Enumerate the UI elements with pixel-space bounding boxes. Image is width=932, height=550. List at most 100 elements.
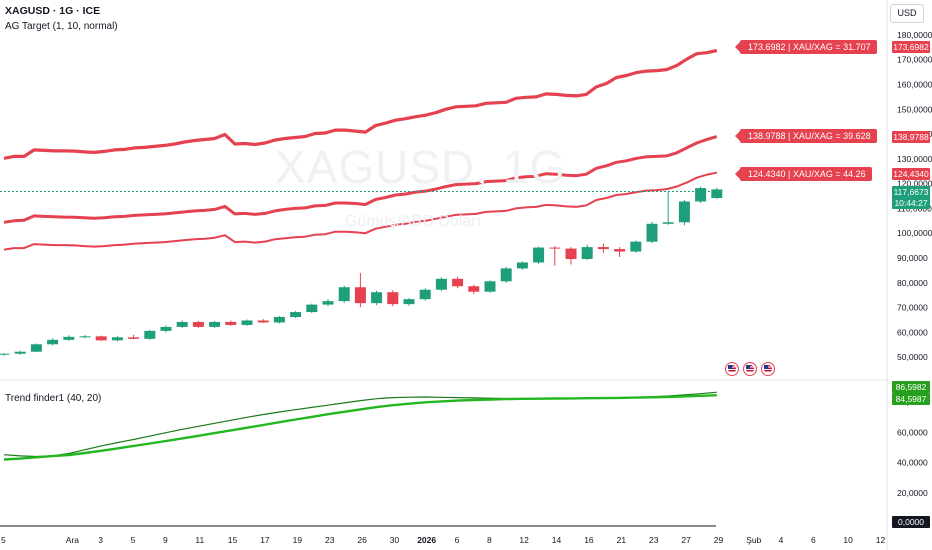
candle-body — [63, 336, 75, 340]
x-tick-label: 30 — [390, 535, 400, 545]
candle-body — [403, 299, 415, 305]
x-tick-label: 12 — [876, 535, 886, 545]
sub-axis-top: 86,5982 — [892, 381, 930, 393]
last-price-value: 117,6673 — [893, 187, 929, 197]
y-tick-label: 120,0000 — [897, 179, 932, 189]
x-tick-label: 10 — [843, 535, 853, 545]
us-flag-icon[interactable] — [725, 362, 739, 376]
target-label-3: 124.4340 | XAU/XAG = 44.26 — [735, 167, 872, 181]
candle-body — [111, 337, 123, 341]
candle-body — [581, 247, 593, 259]
y-tick-label: 80,0000 — [897, 278, 928, 288]
axis-target-1: 173,6982 — [892, 41, 930, 53]
y-tick-label: 50,0000 — [897, 352, 928, 362]
x-tick-label: 12 — [519, 535, 529, 545]
candle-body — [14, 351, 26, 354]
candle-body — [322, 301, 334, 305]
candle-body — [371, 292, 383, 304]
x-tick-label: 8 — [487, 535, 492, 545]
candle-body — [290, 312, 302, 318]
candle-body — [354, 287, 366, 304]
x-tick-label: 5 — [131, 535, 136, 545]
indicator-main-label[interactable]: AG Target (1, 10, normal) — [5, 21, 118, 32]
trend-finder-line-2 — [3, 394, 717, 461]
candle-body — [160, 326, 172, 331]
x-tick-label: 6 — [811, 535, 816, 545]
x-tick-label: 4 — [779, 535, 784, 545]
sub-y-tick-label: 60,0000 — [897, 427, 928, 437]
y-tick-label: 60,0000 — [897, 327, 928, 337]
candle-body — [678, 201, 690, 223]
candle-body — [419, 289, 431, 300]
y-tick-label: 100,0000 — [897, 228, 932, 238]
y-tick-label: 170,0000 — [897, 55, 932, 65]
x-tick-label: 2026 — [417, 535, 436, 545]
candle-body — [273, 317, 285, 323]
candle-body — [192, 321, 204, 327]
candle-body — [484, 281, 496, 292]
axes — [0, 0, 888, 550]
trend-finder-line-1 — [3, 391, 717, 458]
target-label-2: 138.9788 | XAU/XAG = 39.628 — [735, 129, 877, 143]
candle-body — [516, 262, 528, 269]
x-tick-label: 14 — [552, 535, 562, 545]
y-tick-label: 70,0000 — [897, 303, 928, 313]
us-flag-icon[interactable] — [743, 362, 757, 376]
currency-button[interactable]: USD — [890, 4, 924, 23]
x-tick-label: 17 — [260, 535, 270, 545]
target-line-1 — [3, 48, 718, 160]
us-flag-icon[interactable] — [761, 362, 775, 376]
y-tick-label: 150,0000 — [897, 104, 932, 114]
candle-body — [338, 287, 350, 302]
candle-body — [695, 188, 707, 202]
candle-body — [549, 247, 561, 249]
x-tick-label: 19 — [293, 535, 303, 545]
x-tick-label: 9 — [163, 535, 168, 545]
axis-target-3: 124,4340 — [892, 168, 930, 180]
candle-body — [565, 248, 577, 259]
candle-body — [533, 247, 545, 263]
description-watermark: Gümüş/ABD Doları — [345, 213, 482, 230]
candle-body — [47, 339, 59, 345]
candlesticks — [0, 186, 723, 356]
axis-target-2: 138,9788 — [892, 131, 930, 143]
x-tick-label: 29 — [714, 535, 724, 545]
y-tick-label: 130,0000 — [897, 154, 932, 164]
x-tick-label: 23 — [649, 535, 659, 545]
target-line-2 — [3, 135, 718, 224]
candle-body — [614, 249, 626, 252]
candle-body — [452, 278, 464, 287]
sub-y-tick-label: 20,0000 — [897, 488, 928, 498]
trend-finder-lines — [3, 391, 717, 461]
candle-body — [241, 320, 253, 325]
candle-body — [209, 321, 221, 327]
x-tick-label: 5 — [1, 535, 6, 545]
last-price-box: 117,6673 10:44:27 — [892, 186, 930, 209]
candle-body — [500, 268, 512, 282]
x-tick-label: 11 — [195, 535, 204, 545]
candle-body — [711, 189, 723, 199]
sub-axis-bottom: 84,5987 — [892, 393, 930, 405]
target-lines — [3, 48, 718, 251]
x-tick-label: Ara — [66, 535, 80, 545]
symbol-watermark: XAGUSD, 1G — [275, 141, 567, 193]
x-tick-label: 26 — [357, 535, 367, 545]
target-line-3 — [3, 171, 718, 251]
candle-body — [468, 286, 480, 292]
sub-y-tick-label: 40,0000 — [897, 458, 928, 468]
candle-body — [646, 223, 658, 242]
candle-body — [630, 241, 642, 252]
candle-body — [176, 321, 188, 327]
target-label-1: 173.6982 | XAU/XAG = 31.707 — [735, 40, 877, 54]
candle-body — [387, 292, 399, 305]
symbol-title[interactable]: XAGUSD · 1G · ICE — [5, 5, 101, 17]
candle-body — [95, 336, 107, 341]
candle-body — [144, 330, 156, 339]
candle-body — [225, 321, 237, 325]
candle-body — [128, 337, 140, 339]
y-tick-label: 160,0000 — [897, 79, 932, 89]
candle-body — [257, 320, 269, 323]
indicator-sub-label[interactable]: Trend finder1 (40, 20) — [5, 393, 102, 404]
y-tick-label: 90,0000 — [897, 253, 928, 263]
